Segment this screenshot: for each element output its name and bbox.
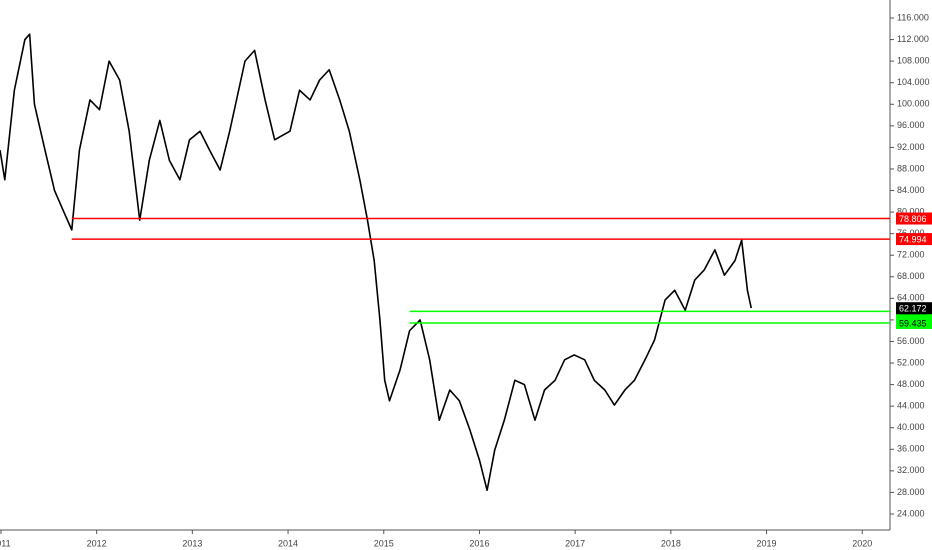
y-tick-label: 96.000 [897,120,925,130]
last-price-box [896,302,932,315]
y-tick-label: 44.000 [897,401,925,411]
y-tick-label: 68.000 [897,271,925,281]
x-tick-label: 2013 [182,538,202,548]
y-tick-label: 72.000 [897,250,925,260]
x-tick-label: 2012 [87,538,107,548]
level-label: 78.806 [899,214,927,224]
y-tick-label: 32.000 [897,465,925,475]
y-tick-label: 56.000 [897,336,925,346]
x-tick-label: 2016 [469,538,489,548]
y-tick-label: 88.000 [897,163,925,173]
y-tick-label: 64.000 [897,293,925,303]
x-tick-label: 2019 [757,538,777,548]
x-tick-label: 2017 [565,538,585,548]
y-tick-label: 48.000 [897,379,925,389]
x-tick-label: 2015 [374,538,394,548]
level-label: 74.994 [899,234,927,244]
y-tick-label: 40.000 [897,422,925,432]
y-tick-label: 112.000 [897,34,929,44]
y-tick-label: 116.000 [897,12,929,22]
level-label-box [896,233,932,246]
y-tick-label: 24.000 [897,508,925,518]
level-label-box [896,212,932,225]
x-tick-label: 2011 [0,538,11,548]
x-tick-label: 2018 [661,538,681,548]
x-tick-label: 2014 [278,538,298,548]
y-tick-label: 92.000 [897,142,925,152]
y-tick-label: 108.000 [897,56,930,66]
y-tick-label: 84.000 [897,185,925,195]
y-tick-label: 80.000 [897,206,925,216]
level-label: 59.435 [899,318,927,328]
level-label-box [896,316,932,329]
y-tick-label: 104.000 [897,77,930,87]
y-tick-label: 76.000 [897,228,925,238]
price-line [0,33,753,492]
x-tick-label: 2020 [852,538,872,548]
last-price-label: 62.172 [899,304,927,314]
y-tick-label: 100.000 [897,99,930,109]
y-tick-label: 52.000 [897,357,925,367]
y-tick-label: 36.000 [897,444,925,454]
y-tick-label: 28.000 [897,487,925,497]
